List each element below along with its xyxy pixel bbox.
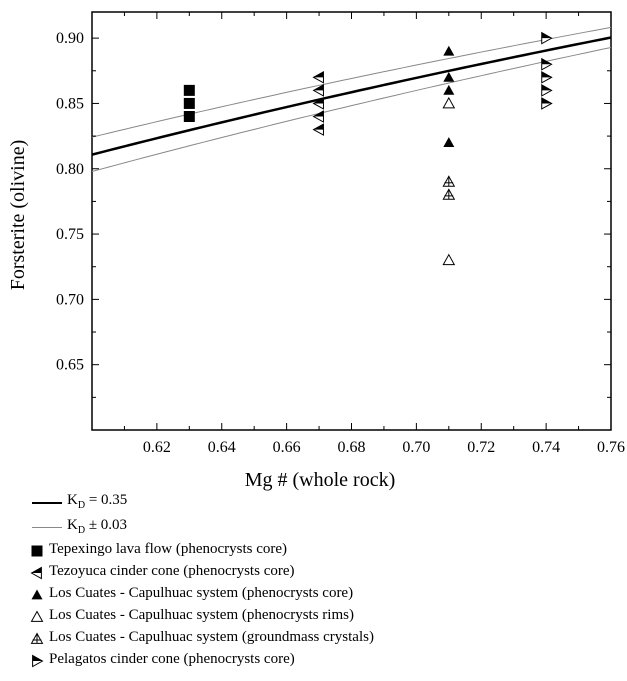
data-point-series-2: [443, 71, 455, 82]
y-tick-label: 0.65: [56, 357, 84, 374]
x-tick-label: 0.62: [143, 439, 171, 456]
x-tick-label: 0.64: [208, 439, 236, 456]
x-tick-label: 0.76: [597, 439, 625, 456]
data-point-series-2: [443, 84, 455, 95]
data-point-series-0: [183, 97, 195, 109]
data-point-series-5: [541, 70, 553, 84]
x-axis-title: Mg # (whole rock): [245, 469, 396, 491]
data-point-series-5: [541, 97, 553, 110]
kd-upper-line: [91, 46, 612, 173]
plot-area: [91, 11, 612, 431]
legend-marker-series-4: [30, 632, 44, 644]
data-point-series-1: [312, 70, 324, 84]
x-tick-label: 0.74: [532, 439, 560, 456]
kd-lines: [91, 26, 612, 173]
kd-lower-line: [91, 26, 612, 138]
legend-markers: [30, 545, 44, 668]
y-tick-label: 0.70: [56, 291, 84, 308]
legend-marker-series-5: [32, 654, 44, 668]
data-point-series-5: [541, 57, 553, 71]
data-point-series-2: [443, 45, 455, 56]
y-tick-label: 0.75: [56, 226, 84, 243]
y-tick-label: 0.80: [56, 161, 84, 178]
data-point-series-0: [183, 111, 195, 122]
x-tick-label: 0.68: [338, 439, 366, 456]
y-axis-title: Forsterite (olivine): [7, 140, 29, 291]
data-point-series-1: [312, 123, 324, 136]
data-point-series-1: [312, 84, 324, 97]
data-point-series-2: [443, 137, 455, 148]
legend-marker-series-3: [30, 610, 44, 622]
data-point-series-5: [541, 84, 553, 97]
data-point-series-1: [312, 110, 324, 123]
legend-marker-series-0: [31, 545, 43, 557]
data-points: [183, 31, 553, 266]
x-tick-label: 0.72: [467, 439, 495, 456]
y-tick-label: 0.85: [56, 95, 84, 112]
legend-marker-series-2: [31, 589, 43, 600]
data-point-series-5: [541, 31, 553, 45]
kd-main-line: [91, 36, 612, 156]
data-point-series-3: [442, 253, 456, 266]
data-point-series-4: [442, 188, 456, 200]
x-tick-label: 0.66: [273, 439, 301, 456]
data-point-series-0: [183, 84, 195, 96]
data-point-series-1: [312, 97, 324, 110]
y-tick-label: 0.90: [56, 30, 84, 47]
axis-ticks: 0.62 0.64 0.66 0.68 0.70 0.72 0.74 0.76 0.65 0.70…: [56, 12, 625, 456]
data-point-series-3: [442, 96, 456, 109]
data-point-series-4: [442, 175, 456, 187]
x-tick-label: 0.70: [402, 439, 430, 456]
legend-marker-series-1: [30, 566, 42, 580]
